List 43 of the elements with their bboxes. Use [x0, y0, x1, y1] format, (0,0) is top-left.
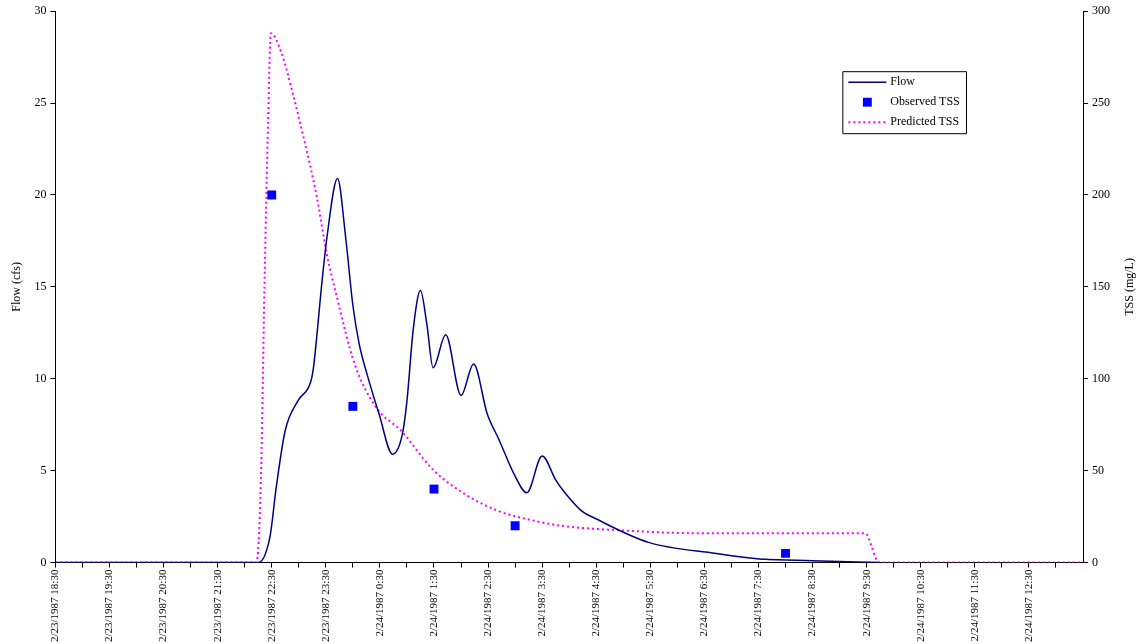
x-tick-label: 2/24/1987 8:30: [805, 569, 818, 637]
y-tick-label: 0: [40, 554, 47, 569]
x-tick-label: 2/23/1987 19:30: [102, 569, 115, 642]
point: [781, 548, 790, 558]
legend-label: Flow: [890, 74, 916, 89]
y-tick-label: 10: [34, 370, 47, 385]
y-tick-label: 20: [34, 187, 47, 202]
x-tick-label: 2/23/1987 23:30: [318, 569, 331, 642]
legend-label: Observed TSS: [890, 94, 960, 109]
point: [348, 401, 358, 411]
y2-tick-label: 150: [1092, 279, 1110, 294]
x-tick-label: 2/24/1987 7:30: [751, 569, 764, 637]
y-tick-label: 5: [40, 462, 47, 477]
y-tick-label: 30: [34, 3, 47, 18]
y2-tick-label: 50: [1092, 462, 1104, 477]
point: [267, 190, 277, 200]
x-tick-label: 2/23/1987 22:30: [264, 569, 277, 642]
x-tick-label: 2/24/1987 10:30: [913, 569, 926, 642]
y2-tick-label: 100: [1092, 370, 1110, 385]
y-axis-title: Flow (cfs): [9, 262, 24, 312]
x-tick-label: 2/24/1987 6:30: [697, 569, 710, 637]
point: [429, 484, 439, 494]
x-tick-label: 2/24/1987 9:30: [859, 569, 872, 637]
x-tick-label: 2/24/1987 4:30: [589, 569, 602, 637]
x-tick-label: 2/24/1987 2:30: [480, 569, 493, 637]
x-tick-label: 2/24/1987 5:30: [643, 569, 656, 637]
x-tick-label: 2/24/1987 11:30: [967, 569, 980, 642]
y2-axis-title: TSS (mg/L): [1122, 258, 1137, 316]
x-tick-label: 2/23/1987 21:30: [210, 569, 223, 642]
y-tick-label: 25: [34, 95, 47, 110]
y2-tick-label: 200: [1092, 187, 1110, 202]
y2-tick-label: 300: [1092, 3, 1110, 18]
x-tick-label: 2/23/1987 18:30: [48, 569, 61, 642]
y-tick-label: 15: [34, 279, 47, 294]
x-tick-label: 2/24/1987 0:30: [372, 569, 385, 637]
x-tick-label: 2/24/1987 1:30: [426, 569, 439, 637]
y2-tick-label: 250: [1092, 95, 1110, 110]
x-tick-label: 2/24/1987 12:30: [1021, 569, 1034, 642]
x-tick-label: 2/23/1987 20:30: [156, 569, 169, 642]
legend-label: Predicted TSS: [890, 114, 960, 129]
x-tick-label: 2/24/1987 3:30: [535, 569, 548, 637]
point: [510, 521, 520, 531]
y2-tick-label: 0: [1092, 554, 1098, 569]
